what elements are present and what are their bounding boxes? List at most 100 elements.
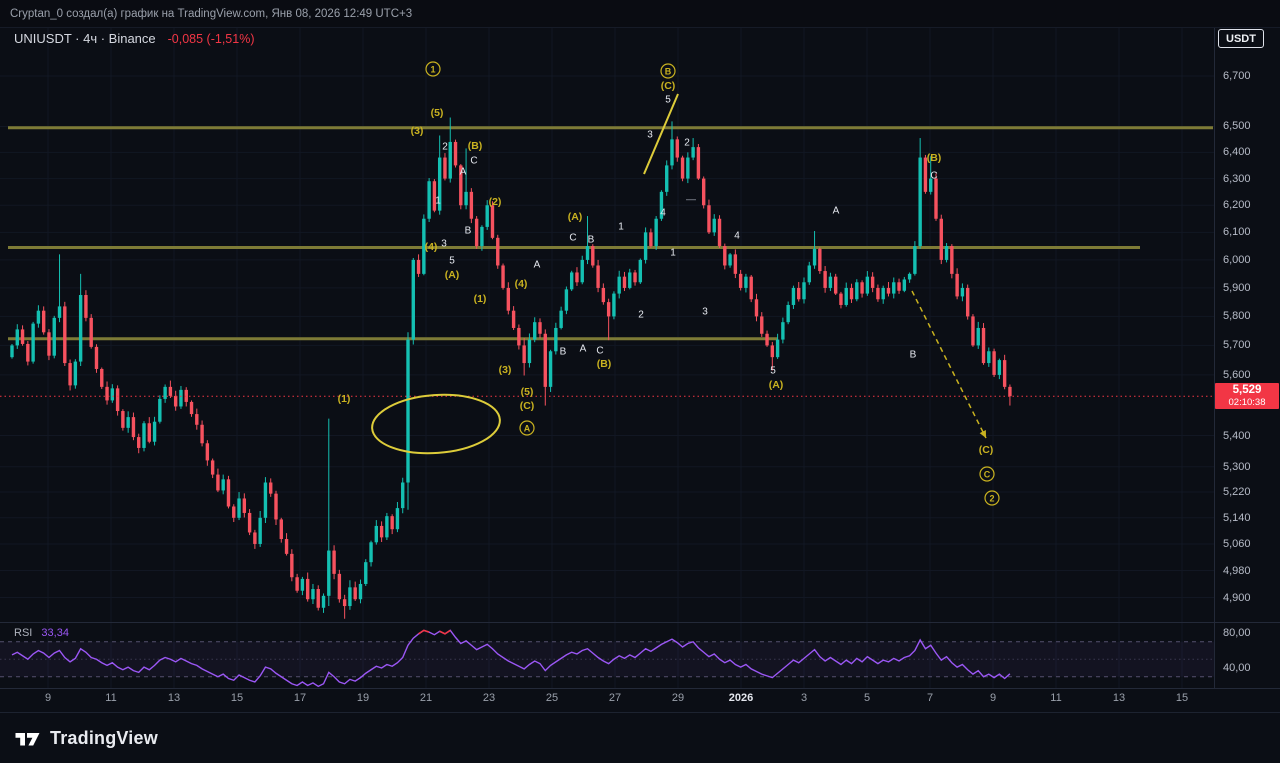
candle-body — [807, 265, 811, 283]
wave-label: (2) — [489, 196, 502, 208]
candle-body — [78, 295, 83, 362]
candle-body — [670, 139, 674, 166]
candle-body — [242, 498, 247, 513]
wave-label: — — [686, 195, 696, 206]
candle-body — [839, 293, 843, 305]
candle-body — [216, 474, 220, 491]
candle-body — [601, 287, 606, 303]
candle-body — [41, 310, 46, 333]
candle-body — [506, 287, 511, 311]
candle-body — [828, 276, 833, 288]
candle-body — [802, 282, 806, 300]
price-axis-label: 5,800 — [1223, 310, 1251, 323]
price-axis-label: 4,900 — [1223, 591, 1251, 604]
candle-body — [300, 578, 305, 591]
candle-body — [358, 583, 363, 600]
wave-label: 5 — [449, 256, 455, 267]
projection-arrow — [911, 290, 987, 439]
candle-body — [622, 276, 627, 288]
price-axis-label: 6,200 — [1223, 199, 1251, 212]
time-axis[interactable]: 9 11 13 15 17 19 21 23 25 27 29 2026 3 5 7 9 11 13 15 — [0, 688, 1215, 712]
candle-body — [675, 139, 679, 158]
wave-label: A — [534, 260, 541, 271]
candle-body — [115, 388, 120, 412]
candle-body — [770, 345, 775, 358]
price-axis-label: 6,300 — [1223, 172, 1251, 185]
tradingview-logo[interactable]: TradingView — [14, 725, 158, 752]
candle-body — [633, 272, 637, 283]
candle-body — [121, 411, 125, 428]
time-axis-label: 23 — [482, 692, 496, 704]
candle-body — [812, 248, 817, 266]
candle-body — [818, 248, 822, 272]
symbol-header[interactable]: UNIUSDT · 4ч · Binance -0,085 (-1,51%) — [14, 31, 255, 46]
candle-body — [575, 272, 579, 283]
rsi-axis-label: 80,00 — [1223, 627, 1251, 639]
candle-body — [137, 437, 141, 448]
candle-body — [10, 345, 14, 358]
candle-body — [105, 386, 109, 401]
wave-label: (1) — [474, 293, 487, 305]
candle-body — [638, 259, 643, 283]
time-axis-label: 13 — [1112, 692, 1126, 704]
candle-body — [823, 271, 827, 288]
price-axis-label: 6,000 — [1223, 253, 1251, 266]
time-axis-label: 15 — [1175, 692, 1189, 704]
candle-body — [923, 157, 928, 192]
time-axis-label: 17 — [293, 692, 307, 704]
candle-body — [929, 178, 933, 192]
candle-body — [643, 232, 648, 260]
candle-body — [36, 310, 41, 324]
time-axis-label: 15 — [230, 692, 244, 704]
candle-body — [374, 525, 379, 543]
rsi-overbought-segment — [418, 629, 430, 635]
wave-label: (5) — [431, 107, 444, 119]
rsi-pane — [0, 629, 1214, 688]
snapshot-info-bar: Cryptan_0 создал(а) график на TradingVie… — [0, 0, 1280, 28]
candle-body — [89, 317, 93, 347]
price-axis[interactable]: 5,529 02:10:38 6,700 6,500 6,400 6,300 6,200… — [1215, 28, 1280, 688]
wave-labels-layer: 1(5)(3)2 (B)CA1 (2)B3(4)5(A)(1)(4)A(A)C B1(… — [338, 61, 1000, 506]
candle-body — [427, 181, 431, 219]
candle-body — [490, 205, 495, 238]
candle-body — [158, 398, 162, 422]
svg-text:1: 1 — [430, 65, 435, 75]
candle-body — [459, 165, 463, 206]
projection-arrowhead — [979, 430, 986, 438]
candle-body — [617, 276, 621, 294]
candle-body — [200, 424, 204, 444]
wave-label-circled: B — [660, 63, 676, 79]
candle-body — [934, 178, 938, 219]
candle-body — [437, 157, 442, 211]
candle-body — [52, 317, 56, 356]
wave-label: (1) — [338, 393, 351, 405]
candle-body — [596, 265, 600, 288]
time-axis-label: 11 — [1050, 692, 1062, 704]
wave-label: 1 — [618, 222, 624, 233]
symbol-title[interactable]: UNIUSDT · 4ч · Binance — [14, 31, 156, 46]
time-axis-label: 13 — [167, 692, 181, 704]
currency-toggle-button[interactable]: USDT — [1218, 29, 1264, 48]
candle-body — [195, 414, 199, 425]
candle-body — [126, 417, 130, 428]
candle-body — [591, 246, 595, 266]
time-axis-label: 7 — [926, 692, 934, 704]
candle-body — [717, 218, 722, 247]
candle-body — [585, 246, 590, 260]
time-axis-label: 9 — [989, 692, 997, 704]
candle-body — [775, 339, 780, 358]
candle-body — [543, 333, 547, 387]
candle-body — [15, 329, 19, 346]
candle-body — [527, 339, 532, 364]
candle-body — [269, 482, 273, 494]
candle-body — [173, 395, 178, 407]
wave-label: (5) — [521, 386, 534, 398]
candle-body — [992, 351, 996, 375]
candle-body — [754, 299, 759, 317]
candle-body — [728, 254, 732, 266]
candle-body — [517, 327, 521, 346]
rsi-indicator-legend[interactable]: RSI 33,34 — [14, 627, 69, 639]
wave-label: B — [560, 347, 567, 358]
